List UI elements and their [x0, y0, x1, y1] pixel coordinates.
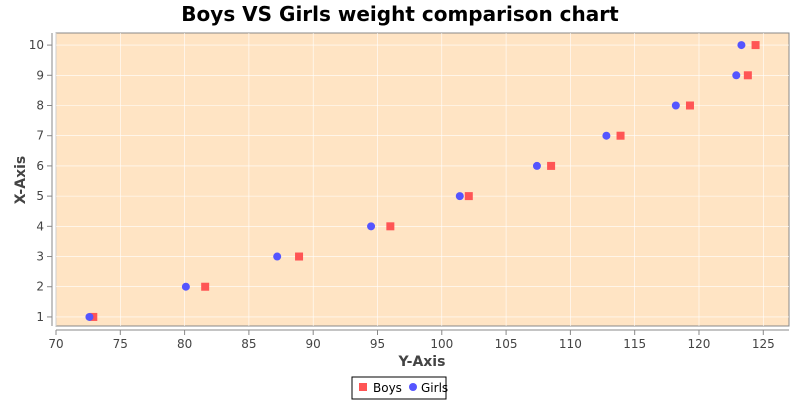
- y-tick-label: 4: [36, 219, 44, 233]
- x-tick-label: 90: [306, 337, 321, 351]
- girls-point: [737, 41, 746, 50]
- axes: [51, 33, 789, 331]
- girls-point: [85, 312, 94, 321]
- y-tick-label: 1: [36, 310, 44, 324]
- girls-point: [671, 101, 680, 110]
- y-tick-label: 8: [36, 98, 44, 112]
- legend: Boys Girls: [351, 376, 448, 400]
- legend-girls-label: Girls: [421, 381, 448, 395]
- y-tick-label: 5: [36, 189, 44, 203]
- girls-point: [367, 222, 376, 231]
- boys-point: [751, 41, 760, 50]
- boys-point: [547, 161, 556, 170]
- x-tick-label: 80: [177, 337, 192, 351]
- chart-title: Boys VS Girls weight comparison chart: [181, 2, 619, 26]
- y-axis-title: X-Axis: [13, 156, 29, 204]
- legend-girls-swatch: [409, 383, 417, 391]
- x-tick-label: 105: [495, 337, 518, 351]
- y-tick-label: 2: [36, 280, 44, 294]
- x-tick-label: 120: [688, 337, 711, 351]
- gridlines: [55, 33, 789, 326]
- x-tick-label: 115: [623, 337, 646, 351]
- y-tick-label: 9: [36, 68, 44, 82]
- legend-boys-label: Boys: [373, 381, 402, 395]
- y-tick-label: 7: [36, 129, 44, 143]
- y-tick-label: 10: [29, 38, 44, 52]
- x-tick-label: 85: [241, 337, 256, 351]
- girls-point: [532, 161, 541, 170]
- boys-point: [464, 192, 473, 201]
- boys-point: [685, 101, 694, 110]
- y-tick-label: 6: [36, 159, 44, 173]
- x-tick-label: 75: [113, 337, 128, 351]
- girls-point: [181, 282, 190, 291]
- girls-point: [273, 252, 282, 261]
- x-axis-ticks: 70 75 80 85 90 95 100 105 110 115 120 125: [48, 330, 775, 351]
- boys-point: [743, 71, 752, 80]
- y-tick-label: 3: [36, 250, 44, 264]
- x-axis-title: Y-Axis: [398, 354, 446, 370]
- boys-point: [386, 222, 395, 231]
- legend-box: [351, 376, 447, 400]
- boys-point: [616, 131, 625, 140]
- data-marks: [85, 41, 760, 321]
- x-tick-label: 70: [48, 337, 63, 351]
- girls-point: [602, 131, 611, 140]
- y-axis-ticks: 1 2 3 4 5 6 7 8 9 10: [29, 38, 52, 324]
- x-tick-label: 110: [559, 337, 582, 351]
- girls-point: [732, 71, 741, 80]
- x-tick-label: 100: [430, 337, 453, 351]
- x-tick-label: 125: [752, 337, 775, 351]
- plot-area: [55, 32, 790, 327]
- girls-point: [455, 192, 464, 201]
- boys-point: [295, 252, 304, 261]
- x-tick-label: 95: [370, 337, 385, 351]
- boys-point: [201, 282, 210, 291]
- legend-boys-swatch: [359, 383, 367, 391]
